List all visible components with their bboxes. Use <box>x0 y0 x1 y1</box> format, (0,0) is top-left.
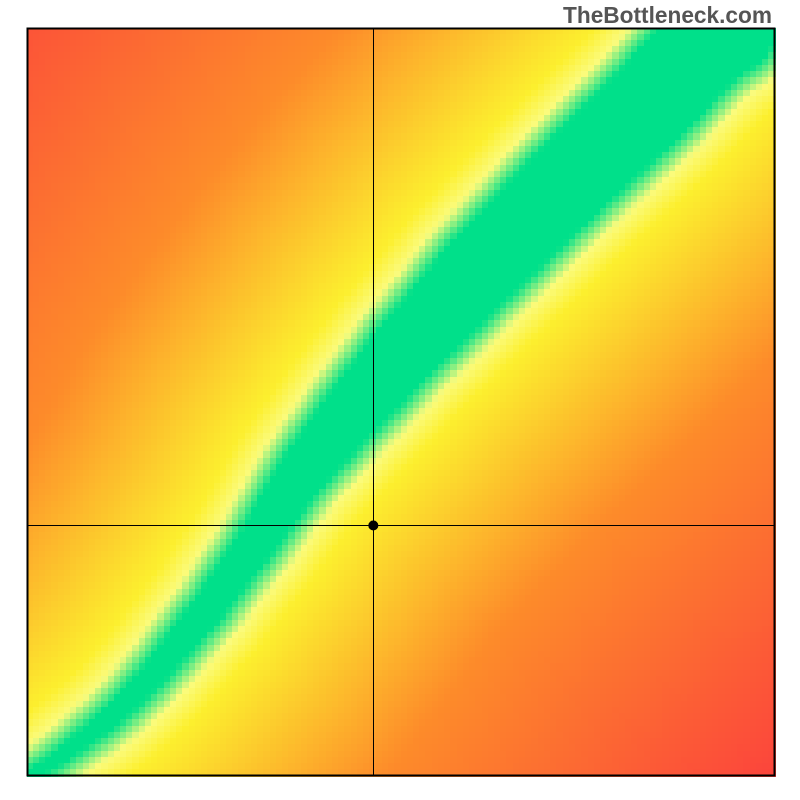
watermark-text: TheBottleneck.com <box>563 2 772 29</box>
chart-container: TheBottleneck.com <box>0 0 800 800</box>
bottleneck-heatmap-canvas <box>0 0 800 800</box>
